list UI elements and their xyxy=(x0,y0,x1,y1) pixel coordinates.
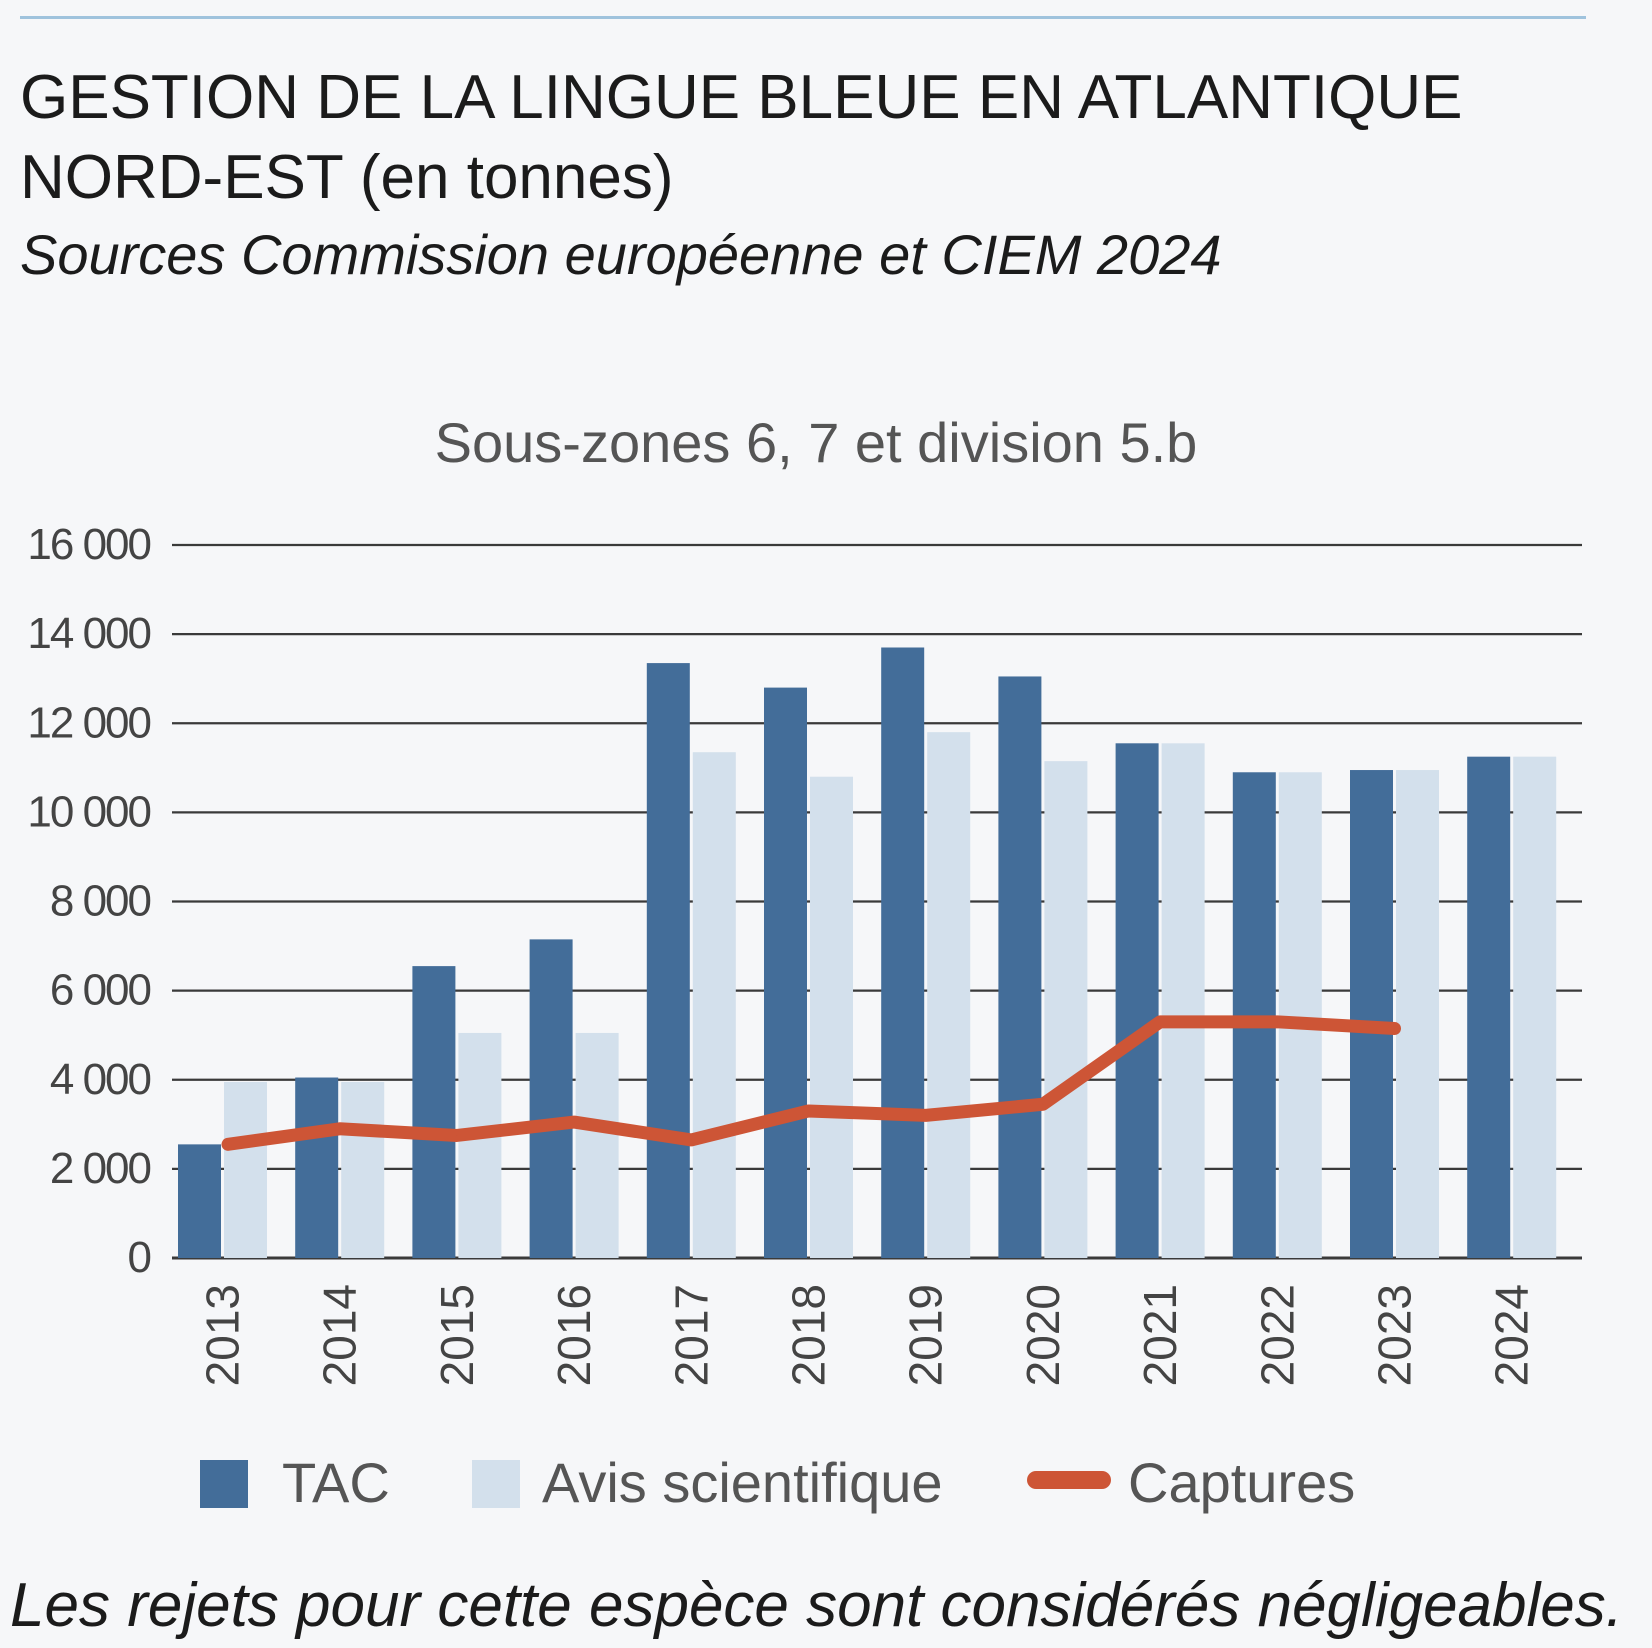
point-captures xyxy=(1276,1021,1278,1023)
grid-layer xyxy=(172,543,1582,1260)
x-tick-label: 2018 xyxy=(783,1284,835,1386)
source-note: Sources Commission européenne et CIEM 20… xyxy=(20,223,1222,286)
point-captures xyxy=(1042,1103,1044,1105)
bar-avis xyxy=(575,1032,619,1258)
bar-tac xyxy=(881,647,925,1258)
y-tick-label: 8 000 xyxy=(50,877,151,926)
title-line-2: NORD-EST (en tonnes) xyxy=(20,143,674,212)
y-tick-label: 14 000 xyxy=(27,609,150,658)
x-tick-label: 2022 xyxy=(1251,1284,1303,1386)
x-tick-label: 2014 xyxy=(314,1284,366,1386)
bar-avis xyxy=(1278,772,1322,1258)
bar-avis xyxy=(1161,743,1205,1258)
point-captures xyxy=(925,1114,927,1116)
point-captures xyxy=(339,1128,341,1130)
x-tick-label: 2020 xyxy=(1017,1284,1069,1386)
x-tick-label: 2023 xyxy=(1369,1284,1421,1386)
bar-tac xyxy=(1115,743,1159,1258)
bar-avis xyxy=(810,776,853,1258)
legend-label-avis: Avis scientifique xyxy=(542,1451,943,1514)
bar-avis xyxy=(341,1081,385,1258)
footnote: Les rejets pour cette espèce sont consid… xyxy=(10,1571,1623,1640)
bar-avis xyxy=(927,732,971,1258)
bar-tac xyxy=(646,663,690,1258)
bar-tac xyxy=(764,687,807,1258)
y-axis-labels: 0 2 000 4 000 6 000 8 000 10 000 12 000 14 000 1… xyxy=(27,520,152,1282)
x-tick-label: 2019 xyxy=(900,1284,952,1386)
y-tick-label: 16 000 xyxy=(27,520,150,569)
y-tick-label: 12 000 xyxy=(27,698,150,747)
point-captures xyxy=(1394,1028,1395,1030)
bar-avis xyxy=(1044,761,1088,1258)
y-tick-label: 2 000 xyxy=(50,1144,151,1193)
line-layer xyxy=(221,1015,1401,1151)
y-tick-label: 10 000 xyxy=(27,787,150,836)
legend-swatch-tac xyxy=(200,1460,248,1508)
y-tick-label: 4 000 xyxy=(50,1055,151,1104)
title-line-1: GESTION DE LA LINGUE BLEUE EN ATLANTIQUE xyxy=(20,63,1463,132)
y-tick-label: 0 xyxy=(128,1233,151,1282)
point-captures xyxy=(690,1139,692,1141)
x-axis-labels: 2013 2014 2015 2016 2017 2018 2019 2020 2021 2022… xyxy=(197,1284,1538,1386)
x-tick-label: 2021 xyxy=(1134,1284,1186,1386)
page-title: GESTION DE LA LINGUE BLEUE EN ATLANTIQUE… xyxy=(20,58,1580,218)
point-captures xyxy=(456,1134,458,1136)
point-captures xyxy=(808,1110,809,1112)
bar-tac xyxy=(998,676,1042,1258)
x-tick-label: 2024 xyxy=(1486,1284,1538,1386)
bar-avis xyxy=(692,752,736,1258)
bar-avis xyxy=(224,1081,267,1258)
x-tick-label: 2016 xyxy=(548,1284,600,1386)
chart: Sous-zones 6, 7 et division 5.b 0 2 000 4 … xyxy=(27,411,1582,1514)
legend: TAC Avis scientifique Captures xyxy=(200,1451,1355,1514)
bar-tac xyxy=(1350,770,1393,1258)
bar-layer xyxy=(178,647,1557,1258)
x-tick-label: 2013 xyxy=(197,1284,249,1386)
point-captures xyxy=(227,1143,229,1145)
bar-avis xyxy=(1513,756,1557,1258)
top-rule xyxy=(20,16,1586,19)
x-tick-label: 2015 xyxy=(431,1284,483,1386)
legend-label-tac: TAC xyxy=(282,1451,390,1514)
bar-tac xyxy=(529,939,573,1258)
bar-avis xyxy=(1396,770,1439,1258)
chart-title: Sous-zones 6, 7 et division 5.b xyxy=(435,411,1198,474)
point-captures xyxy=(573,1121,575,1123)
bar-tac xyxy=(1467,756,1511,1258)
legend-label-captures: Captures xyxy=(1128,1451,1355,1514)
bar-tac xyxy=(412,966,456,1258)
legend-swatch-avis xyxy=(472,1460,520,1508)
bar-tac xyxy=(295,1077,339,1258)
x-tick-label: 2017 xyxy=(665,1284,717,1386)
bar-tac xyxy=(178,1144,221,1258)
bar-tac xyxy=(1232,772,1276,1258)
y-tick-label: 6 000 xyxy=(50,966,151,1015)
bar-avis xyxy=(458,1032,502,1258)
point-captures xyxy=(1159,1021,1161,1023)
